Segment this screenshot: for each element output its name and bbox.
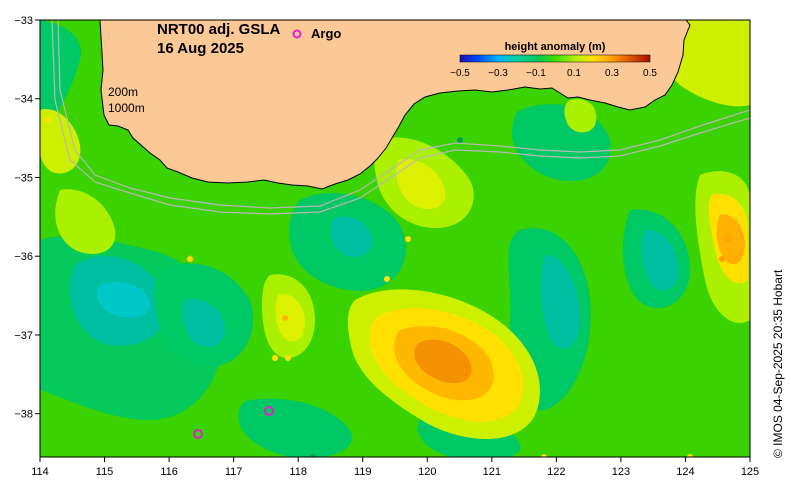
argo-float-1 [193,429,203,439]
argo-float-2 [264,406,274,416]
colorbar-tick-label: 0.1 [567,68,581,79]
x-tick-label: 114 [31,466,49,478]
map-title-line2: 16 Aug 2025 [157,40,244,57]
plot-area [40,20,750,457]
x-tick-label: 120 [418,466,436,478]
x-tick-label: 122 [547,466,565,478]
x-tick-label: 116 [160,466,178,478]
colorbar-tick-label: −0.1 [526,68,546,79]
isobath-200m [57,20,750,209]
positive-anomaly-regions [40,20,750,439]
argo-floats [193,406,274,439]
argo-legend-icon [292,29,302,39]
x-tick-label: 123 [612,466,630,478]
colorbar-ticks: −0.5 −0.3 −0.1 0.1 0.3 0.5 [450,68,657,79]
colorbar: height anomaly (m) −0.5 −0.3 −0.1 0.1 0.3 0.5 [450,41,657,79]
credit-text: © IMOS 04-Sep-2025 20:35 Hobart [771,269,785,458]
colorbar-tick-label: 0.5 [643,68,657,79]
x-axis: 114 115 116 117 118 119 120 121 122 123 124 125 [31,457,759,478]
x-tick-label: 121 [483,466,501,478]
isobaths [51,20,750,215]
x-tick-label: 124 [676,466,694,478]
isobath-label-1000m: 1000m [108,101,145,115]
colorbar-tick-label: −0.5 [450,68,470,79]
colorbar-title: height anomaly (m) [505,41,606,53]
y-tick-label: −33 [14,15,33,27]
y-axis: −33 −34 −35 −36 −37 −38 [14,15,40,421]
x-tick-label: 125 [741,466,759,478]
x-tick-label: 117 [225,466,243,478]
y-tick-label: −37 [14,330,33,342]
argo-legend-label: Argo [311,26,341,41]
y-tick-label: −38 [14,409,33,421]
isobath-label-200m: 200m [108,85,138,99]
isobath-1000m [51,20,750,215]
y-tick-label: −35 [14,172,33,184]
colorbar-tick-label: 0.3 [605,68,619,79]
colorbar-gradient [459,54,651,63]
y-tick-label: −36 [14,251,33,263]
plot-frame [39,19,751,458]
x-tick-label: 119 [354,466,372,478]
observation-dots [45,117,731,457]
y-tick-label: −34 [14,94,33,106]
colorbar-tick-label: −0.3 [488,68,508,79]
x-tick-label: 115 [96,466,114,478]
map-title-line1: NRT00 adj. GSLA [157,21,281,38]
x-tick-label: 118 [289,466,307,478]
